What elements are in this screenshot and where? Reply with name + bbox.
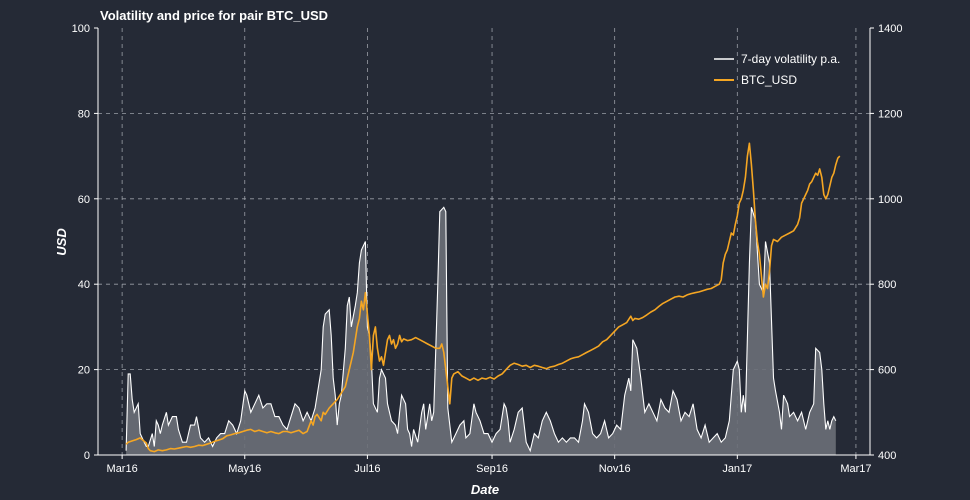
x-tick-label: Jan17	[722, 463, 752, 475]
left-tick-label: 100	[72, 23, 90, 35]
legend-label-price: BTC_USD	[741, 73, 797, 87]
volatility-area	[126, 207, 836, 455]
y-axis-label: USD	[54, 228, 69, 256]
left-tick-label: 60	[78, 194, 90, 206]
x-tick-label: Jul16	[354, 463, 380, 475]
right-tick-label: 800	[878, 279, 896, 291]
price-line	[125, 142, 841, 453]
right-tick-label: 1000	[878, 194, 902, 206]
left-tick-label: 0	[84, 450, 90, 462]
right-tick-label: 1400	[878, 23, 902, 35]
right-y-axis: 400 600 800 1000 1200 1400	[869, 23, 902, 462]
left-tick-label: 80	[78, 108, 90, 120]
x-axis: Mar16 May16 Jul16 Sep16 Nov16 Jan17 Mar17	[107, 455, 872, 475]
chart-title: Volatility and price for pair BTC_USD	[100, 8, 328, 23]
volatility-layer	[125, 206, 837, 455]
legend-label-volatility: 7-day volatility p.a.	[741, 52, 840, 66]
x-tick-label: Mar16	[107, 463, 138, 475]
left-y-axis: 0 20 40 60 80 100	[72, 23, 870, 462]
right-tick-label: 400	[878, 450, 896, 462]
x-tick-label: Mar17	[840, 463, 871, 475]
legend: 7-day volatility p.a. BTC_USD	[714, 52, 840, 87]
right-tick-label: 1200	[878, 108, 902, 120]
left-tick-label: 40	[78, 279, 90, 291]
volatility-line	[125, 206, 837, 453]
x-tick-label: Sep16	[476, 463, 508, 475]
left-tick-label: 20	[78, 365, 90, 377]
x-tick-label: May16	[228, 463, 261, 475]
x-tick-label: Nov16	[599, 463, 631, 475]
x-axis-label: Date	[471, 482, 499, 497]
right-tick-label: 600	[878, 365, 896, 377]
